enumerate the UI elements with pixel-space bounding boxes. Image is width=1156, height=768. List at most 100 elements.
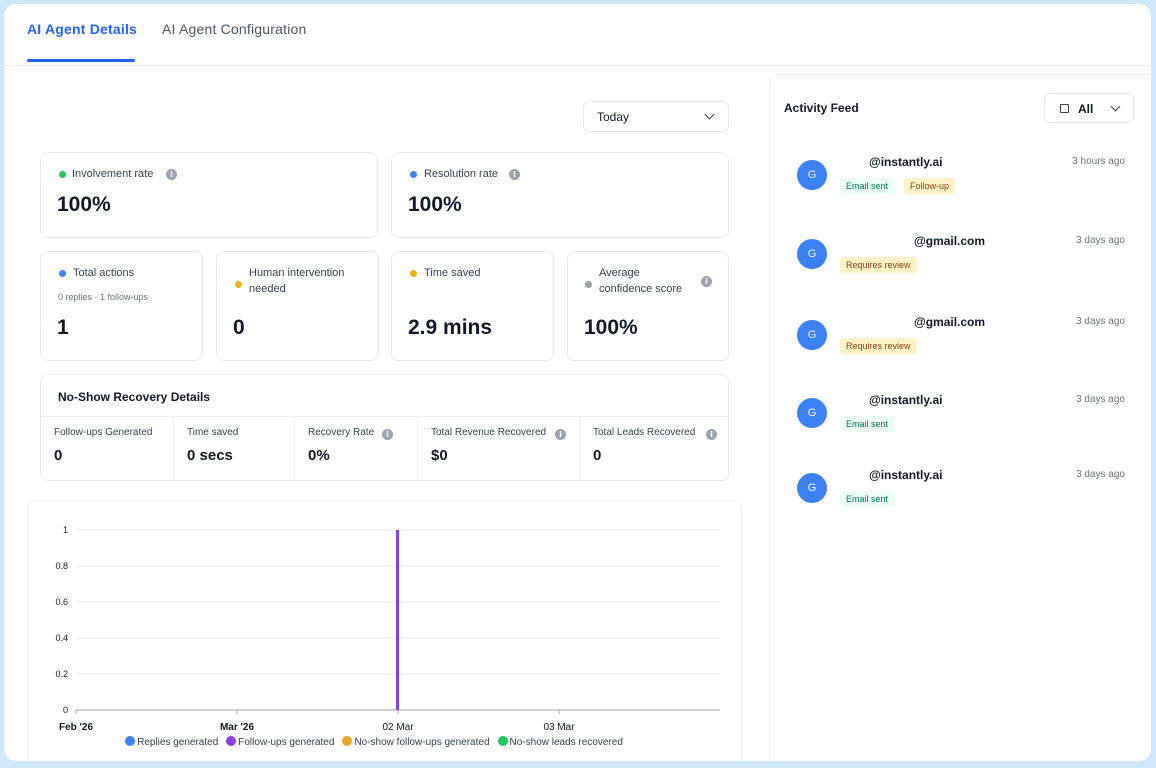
feed-item-time: 3 hours ago (1072, 156, 1125, 167)
legend-item[interactable]: No-show leads recovered (497, 736, 623, 748)
feed-filter-dropdown[interactable]: All (1044, 93, 1134, 123)
legend-item[interactable]: Follow-ups generated (226, 736, 334, 748)
chart-x-tick-label: Mar '26 (220, 722, 255, 733)
chart-x-tick-label: 03 Mar (543, 722, 575, 733)
confidence-label-line2: confidence score (599, 283, 683, 295)
avatar: G (797, 320, 827, 350)
feed-filter-value: All (1078, 102, 1094, 116)
app-frame: AI Agent Details AI Agent Configuration … (4, 4, 1151, 761)
time-saved-dot (410, 270, 417, 277)
feed-item-time: 3 days ago (1076, 316, 1125, 327)
legend-swatch (226, 736, 237, 746)
involvement-rate-value: 100% (57, 193, 111, 216)
active-tab-indicator (27, 59, 135, 62)
activity-chart-card (27, 500, 742, 761)
avatar: G (797, 473, 827, 503)
tab-agent-configuration[interactable]: AI Agent Configuration (162, 21, 307, 37)
recovery-col-value: 0 (54, 447, 63, 464)
avatar: G (797, 160, 827, 190)
legend-label: Follow-ups generated (238, 737, 335, 748)
period-dropdown[interactable]: Today (583, 101, 729, 132)
tab-agent-details[interactable]: AI Agent Details (27, 21, 138, 37)
chart-y-tick-label: 1 (63, 525, 68, 535)
legend-swatch (497, 736, 508, 746)
legend-label: Replies generated (137, 737, 219, 748)
recovery-col-value: 0 (593, 447, 602, 464)
total-actions-label: Total actions (73, 267, 135, 279)
badge-follow-up: Follow-up (904, 178, 956, 194)
tab-bar: AI Agent Details AI Agent Configuration (4, 4, 1151, 66)
recovery-leads-recovered: Total Leads Recovered i 0 (580, 416, 730, 480)
recovery-col-label: Time saved (187, 427, 239, 438)
chart-y-tick-label: 0.8 (55, 561, 68, 571)
human-intervention-value: 0 (233, 316, 245, 339)
feed-item-time: 3 days ago (1076, 469, 1125, 480)
recovery-col-label: Total Revenue Recovered (431, 427, 547, 438)
activity-chart: 0 0.2 0.4 0.6 0.8 1 Feb '26 Mar '26 02 Mar 03 Mar (55, 525, 720, 733)
human-intervention-label-line2: needed (249, 283, 286, 295)
chart-legend: Replies generated Follow-ups generated No-… (4, 736, 744, 748)
resolution-info-icon[interactable]: i (509, 169, 520, 180)
badge-email-sent: Email sent (840, 178, 895, 194)
human-intervention-label: Human intervention needed (249, 265, 344, 297)
chevron-down-icon (1110, 101, 1121, 112)
avatar: G (797, 398, 827, 428)
time-saved-value: 2.9 mins (408, 316, 493, 339)
legend-label: No-show leads recovered (509, 737, 623, 748)
revenue-info-icon[interactable]: i (555, 429, 566, 440)
feed-item[interactable]: G @instantly.ai 3 days ago Email sent (770, 464, 1151, 524)
recovery-col-value: 0% (308, 447, 330, 464)
total-actions-breakdown: 0 replies · 1 follow-ups (58, 292, 149, 302)
badge-requires-review: Requires review (840, 257, 917, 273)
confidence-score-value: 100% (584, 316, 638, 339)
chart-y-tick-label: 0.2 (55, 669, 68, 679)
involvement-rate-card: Involvement rate i 100% (40, 152, 378, 238)
badge-requires-review: Requires review (840, 338, 917, 354)
recovery-col-value: $0 (431, 447, 448, 464)
confidence-score-label: Average confidence score (599, 265, 682, 297)
legend-item[interactable]: No-show follow-ups generated (342, 736, 490, 748)
involvement-dot (59, 171, 66, 178)
recovery-rate: Recovery Rate i 0% (295, 416, 418, 480)
chart-y-tick-label: 0.4 (55, 633, 68, 643)
recovery-divider (41, 416, 728, 417)
human-intervention-label-line1: Human intervention (249, 267, 345, 279)
activity-feed-title: Activity Feed (784, 101, 859, 115)
recovery-col-label: Follow-ups Generated (54, 427, 153, 438)
recovery-col-label: Total Leads Recovered (593, 427, 696, 438)
feed-item-time: 3 days ago (1076, 235, 1125, 246)
total-actions-dot (59, 270, 66, 277)
confidence-info-icon[interactable]: i (701, 276, 712, 287)
feed-item-email: @instantly.ai (869, 468, 943, 482)
total-actions-value: 1 (57, 316, 69, 339)
avatar: G (797, 239, 827, 269)
recovery-rate-info-icon[interactable]: i (382, 429, 393, 440)
recovery-followups-generated: Follow-ups Generated 0 (41, 416, 174, 480)
feed-item-email: @gmail.com (914, 315, 986, 329)
time-saved-card: Time saved 2.9 mins (391, 251, 554, 361)
legend-swatch (125, 736, 136, 746)
chart-bar (396, 530, 399, 710)
involvement-info-icon[interactable]: i (166, 169, 177, 180)
resolution-rate-value: 100% (408, 193, 462, 216)
filter-icon (1060, 104, 1069, 113)
confidence-score-card: Average confidence score i 100% (567, 251, 729, 361)
human-intervention-card: Human intervention needed 0 (216, 251, 379, 361)
leads-info-icon[interactable]: i (706, 429, 717, 440)
chevron-down-icon (704, 109, 715, 120)
chart-y-tick-label: 0.6 (55, 597, 68, 607)
involvement-rate-label: Involvement rate (72, 168, 154, 180)
chart-y-tick-label: 0 (63, 705, 68, 715)
resolution-rate-label: Resolution rate (424, 168, 498, 180)
feed-item[interactable]: G @gmail.com 3 days ago Requires review (770, 230, 1151, 290)
legend-item[interactable]: Replies generated (125, 736, 218, 748)
chart-x-tick-label: 02 Mar (382, 722, 414, 733)
feed-item[interactable]: G @instantly.ai 3 days ago Email sent (770, 389, 1151, 449)
feed-item[interactable]: G @instantly.ai 3 hours ago Email sent F… (770, 151, 1151, 211)
total-actions-card: Total actions 0 replies · 1 follow-ups 1 (40, 251, 203, 361)
badge-email-sent: Email sent (840, 491, 895, 507)
confidence-dot (585, 281, 592, 288)
activity-feed-panel: Activity Feed All G @instantly.ai 3 hour… (769, 74, 1151, 761)
badge-email-sent: Email sent (840, 416, 895, 432)
feed-item[interactable]: G @gmail.com 3 days ago Requires review (770, 311, 1151, 371)
